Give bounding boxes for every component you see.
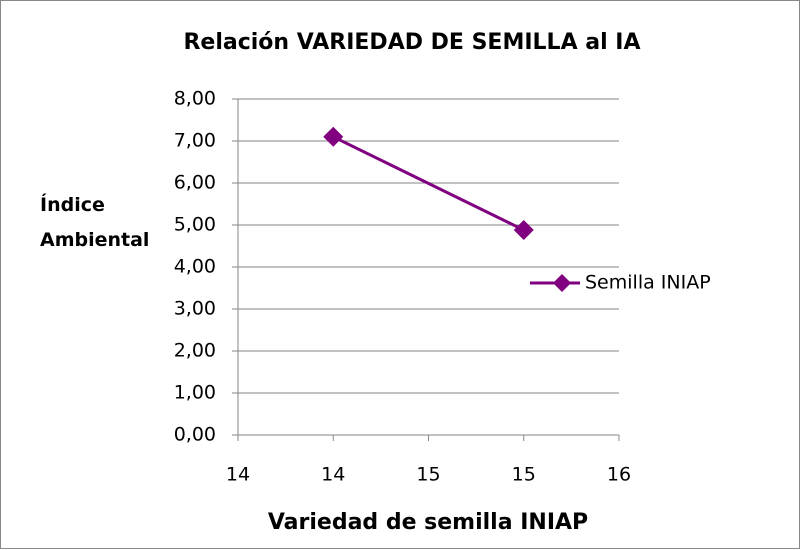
y-tick-label: 2,00 xyxy=(174,340,216,362)
point xyxy=(513,220,534,241)
x-tick-label: 16 xyxy=(607,464,631,486)
y-tick-label: 3,00 xyxy=(174,298,216,320)
y-tick-label: 8,00 xyxy=(174,88,216,110)
y-axis-label: Índice Ambiental xyxy=(40,194,150,251)
point xyxy=(323,126,344,147)
x-axis-label: Variedad de semilla INIAP xyxy=(268,510,588,535)
legend-label: Semilla INIAP xyxy=(585,272,711,294)
y-tick-label: 0,00 xyxy=(174,424,216,446)
y-tick-label: 7,00 xyxy=(174,130,216,152)
y-tick-label: 4,00 xyxy=(174,256,216,278)
x-tick-label: 14 xyxy=(226,464,250,486)
legend-marker xyxy=(553,274,571,292)
x-tick-label: 15 xyxy=(416,464,440,486)
x-tick-label: 14 xyxy=(321,464,345,486)
series-line xyxy=(332,135,525,232)
y-tick-label: 6,00 xyxy=(174,172,216,194)
x-tick-label: 15 xyxy=(512,464,536,486)
chart-title: Relación VARIEDAD DE SEMILLA al IA xyxy=(183,30,640,55)
y-tick-label: 1,00 xyxy=(174,382,216,404)
y-tick-label: 5,00 xyxy=(174,214,216,236)
